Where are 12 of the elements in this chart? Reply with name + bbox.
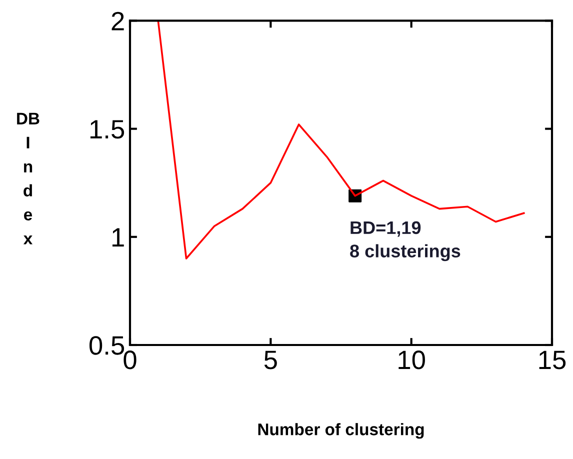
x-axis-title: Number of clustering <box>258 423 424 439</box>
y-tick-label: 1 <box>112 228 124 246</box>
y-tick-label: 1.5 <box>90 120 124 139</box>
x-tick-label: 5 <box>264 350 277 370</box>
x-tick-label: 0 <box>124 350 136 370</box>
annotation: BD=1,19 8 clusterings <box>350 221 460 262</box>
y-tick-label: 0.5 <box>89 336 124 355</box>
y-axis-title: DB Index <box>17 112 40 244</box>
line-series <box>157 20 525 260</box>
x-tick-label: 15 <box>539 350 566 370</box>
y-tick-label: 2 <box>112 12 124 30</box>
x-tick-label: 10 <box>398 350 425 370</box>
